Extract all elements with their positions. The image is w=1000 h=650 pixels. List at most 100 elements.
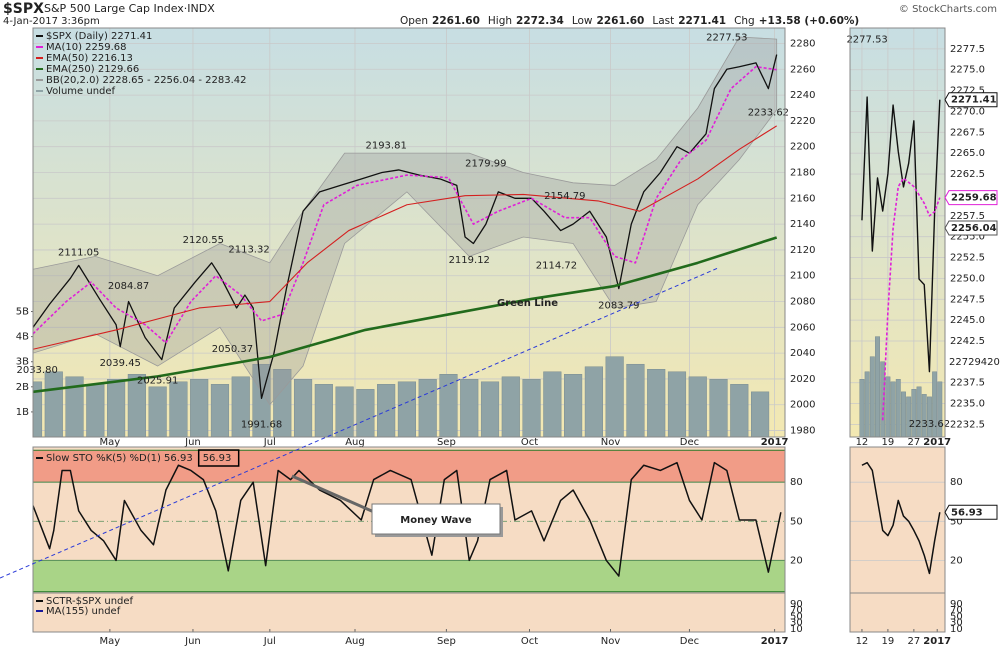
panel-frame — [849, 592, 946, 633]
legend-label: EMA(50) 2216.13 — [46, 53, 133, 64]
y-tick-label: 2160 — [790, 193, 815, 204]
volume-bar — [377, 384, 396, 437]
legend-label: BB(20,2.0) 2228.65 - 2256.04 - 2283.42 — [46, 75, 247, 86]
volume-bar — [901, 391, 906, 437]
price-annotation: 2084.87 — [108, 281, 149, 292]
x-tick-label: Aug — [345, 636, 365, 647]
volume-bar — [932, 371, 938, 437]
volume-bar — [501, 376, 520, 437]
price-annotation: 2039.45 — [100, 358, 141, 369]
x-tick-label: Jul — [263, 636, 276, 647]
legend-label: MA(155) undef — [46, 606, 121, 617]
y-tick-label: 2275.0 — [950, 65, 985, 76]
panel-bg — [33, 28, 785, 437]
quote-label: Chg — [734, 15, 755, 27]
series-line — [33, 236, 778, 394]
volume-bar — [921, 394, 927, 437]
volume-bar — [65, 376, 84, 437]
y-tick-label: 2277.5 — [950, 44, 985, 55]
price-annotation: 2033.80 — [16, 365, 57, 376]
y-tick-label: 90 — [950, 599, 963, 610]
volume-bar — [730, 384, 749, 437]
value-box — [944, 190, 998, 206]
y-tick-label: 2232.5 — [950, 419, 985, 430]
value-box — [197, 449, 240, 467]
y-tick-label: 2120 — [790, 245, 815, 256]
volume-bar — [647, 369, 666, 437]
y-tick-label: 2240 — [790, 90, 815, 101]
y-tick-label: 2200 — [790, 142, 815, 153]
y-tick-label: 2000 — [790, 400, 815, 411]
y-tick-label: 2040 — [790, 348, 815, 359]
volume-bar — [439, 374, 458, 437]
y-tick-label: 10 — [950, 624, 963, 635]
value-box-label: 56.93 — [951, 507, 983, 518]
series-line — [33, 65, 777, 344]
volume-bar — [911, 389, 917, 437]
y-tick-label: 2242.5 — [950, 336, 985, 347]
y-tick-label: 2270.0 — [950, 106, 985, 117]
y-tick-label: 2100 — [790, 271, 815, 282]
panel-bg — [33, 593, 785, 632]
y-tick-label: 2060 — [790, 322, 815, 333]
price-annotation: 2113.32 — [228, 245, 269, 256]
y-tick-label: 70 — [790, 605, 803, 616]
price-annotation: 2277.53 — [846, 35, 887, 46]
volume-bar — [231, 376, 250, 437]
quote-label: High — [488, 15, 512, 27]
volume-bar — [418, 379, 437, 437]
quote: Open 2261.60 High 2272.34 Low 2261.60 Last 2271… — [400, 15, 859, 27]
y2-tick-label: 1B — [16, 407, 29, 418]
quote-value: 2261.60 — [432, 15, 480, 27]
price-annotation: 1991.68 — [241, 419, 282, 430]
x-tick-label: Sep — [437, 636, 456, 647]
band — [33, 449, 785, 483]
volume-bar — [937, 381, 943, 437]
x-tick-label: Jul — [263, 437, 276, 448]
panel-bg — [850, 593, 945, 632]
y-tick-label: 2267.5 — [950, 127, 985, 138]
volume-bar — [926, 396, 932, 437]
quote-label: Last — [652, 15, 674, 27]
y2-tick-label: 2B — [16, 382, 29, 393]
y-tick-label: 1980 — [790, 426, 815, 437]
x-tick-label: 2017 — [923, 636, 951, 647]
x-tick-label: 27 — [907, 636, 920, 647]
price-annotation: 2050.37 — [212, 344, 253, 355]
x-tick-label: Sep — [437, 437, 456, 448]
callout-pointer — [291, 474, 375, 514]
x-tick-label: 19 — [882, 636, 895, 647]
volume-bar — [44, 371, 63, 437]
panel-frame — [32, 592, 786, 633]
plot-area — [33, 449, 785, 593]
y-tick-label: 2272.5 — [950, 86, 985, 97]
value-box-label: 2259.68 — [951, 193, 997, 204]
volume-bar — [107, 379, 126, 437]
y-tick-label: 50 — [790, 611, 803, 622]
plot-area — [850, 28, 945, 437]
x-tick-label: Jun — [184, 437, 201, 448]
y-tick-label: 2255.0 — [950, 232, 985, 243]
y-tick-label: 2247.5 — [950, 294, 985, 305]
price-annotation: 2111.05 — [58, 247, 99, 258]
value-box-label: 56.93 — [203, 453, 232, 464]
price-annotation: 2083.79 — [598, 301, 639, 312]
volume-bar — [397, 381, 417, 437]
volume-bar — [864, 371, 870, 437]
y2-tick-label: 5B — [16, 307, 29, 318]
y-tick-label: 90 — [790, 599, 803, 610]
quote-value: +13.58 (+0.60%) — [759, 15, 860, 27]
y-tick-label: 50 — [950, 516, 963, 527]
x-tick-label: May — [100, 636, 121, 647]
y-tick-label: 80 — [950, 477, 963, 488]
volume-bar — [880, 361, 886, 437]
price-annotation: 2119.12 — [449, 255, 490, 266]
symbol: $SPX — [3, 1, 44, 17]
volume-bar — [890, 381, 896, 437]
legend-label: EMA(250) 2129.66 — [46, 64, 139, 75]
legend-label: SCTR-$SPX undef — [46, 596, 134, 607]
x-tick-label: Jun — [184, 636, 201, 647]
x-tick-label: Oct — [521, 636, 538, 647]
y-tick-label: 2252.5 — [950, 253, 985, 264]
